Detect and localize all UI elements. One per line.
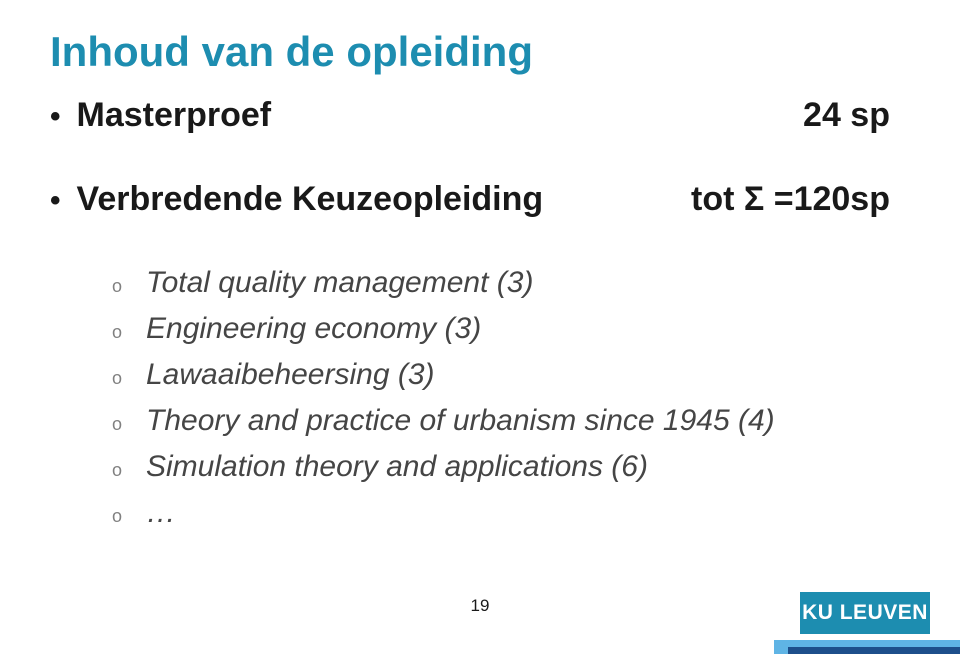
- circle-bullet-icon: o: [112, 276, 124, 297]
- list-item-text: Simulation theory and applications (6): [146, 450, 648, 484]
- bullet-label: Masterproef: [77, 96, 272, 135]
- slide: Inhoud van de opleiding • Masterproef 24…: [0, 0, 960, 654]
- circle-bullet-icon: o: [112, 368, 124, 389]
- circle-bullet-icon: o: [112, 460, 124, 481]
- list-item-text: …: [146, 496, 176, 530]
- list-item: o Theory and practice of urbanism since …: [112, 404, 775, 438]
- sub-list: o Total quality management (3) o Enginee…: [112, 266, 775, 542]
- bullet-dot-icon: •: [50, 102, 61, 132]
- list-item: o Lawaaibeheersing (3): [112, 358, 775, 392]
- circle-bullet-icon: o: [112, 506, 124, 527]
- list-item-text: Engineering economy (3): [146, 312, 481, 346]
- list-item: o Engineering economy (3): [112, 312, 775, 346]
- list-item-text: Total quality management (3): [146, 266, 533, 300]
- slide-title: Inhoud van de opleiding: [50, 28, 910, 76]
- list-item: o Total quality management (3): [112, 266, 775, 300]
- list-item: o Simulation theory and applications (6): [112, 450, 775, 484]
- footer-accent: [774, 640, 960, 654]
- bullet-row-masterproef: • Masterproef 24 sp: [50, 96, 890, 135]
- bullet-value: 24 sp: [803, 96, 890, 135]
- bullet-dot-icon: •: [50, 186, 61, 216]
- circle-bullet-icon: o: [112, 322, 124, 343]
- ku-leuven-logo: KU LEUVEN: [800, 592, 930, 634]
- list-item-text: Theory and practice of urbanism since 19…: [146, 404, 775, 438]
- bullet-label: Verbredende Keuzeopleiding: [77, 180, 544, 219]
- footer-dark-bar: [788, 647, 960, 654]
- bullet-value: tot Σ =120sp: [691, 180, 890, 219]
- circle-bullet-icon: o: [112, 414, 124, 435]
- logo-text: KU LEUVEN: [802, 601, 928, 625]
- list-item: o …: [112, 496, 775, 530]
- bullet-keuzeopleiding: • Verbredende Keuzeopleiding: [50, 180, 543, 219]
- list-item-text: Lawaaibeheersing (3): [146, 358, 435, 392]
- bullet-masterproef: • Masterproef: [50, 96, 271, 135]
- bullet-row-keuzeopleiding: • Verbredende Keuzeopleiding tot Σ =120s…: [50, 180, 890, 219]
